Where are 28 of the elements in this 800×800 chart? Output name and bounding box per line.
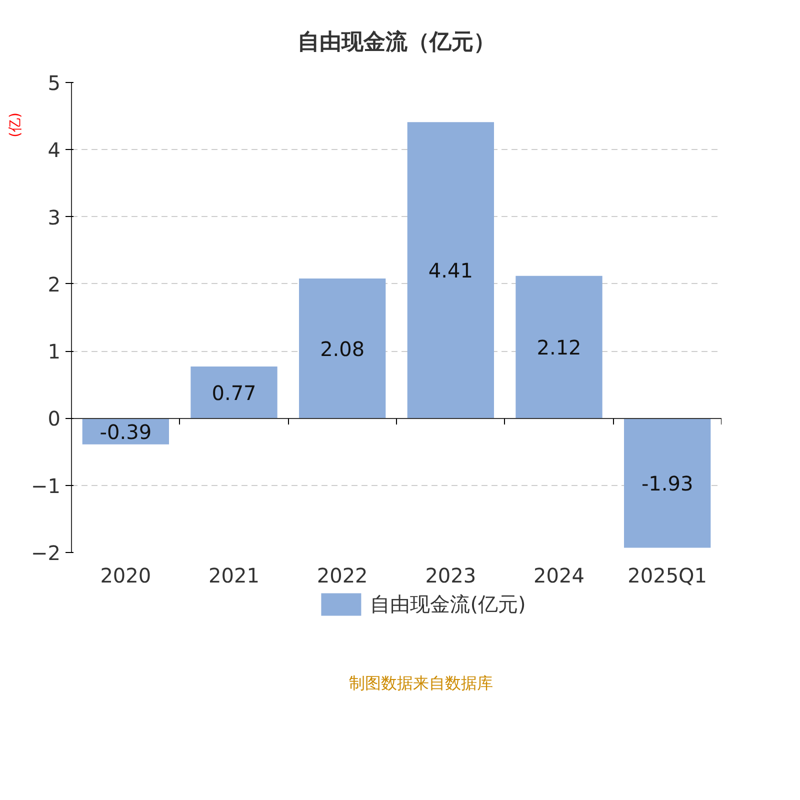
y-tick-label: 2 xyxy=(48,272,61,296)
text: 制图数据来自数据库 xyxy=(349,674,493,692)
x-tick-label: 2022 xyxy=(316,564,368,588)
x-tick-label: 2020 xyxy=(100,564,152,588)
x-tick-label: 2023 xyxy=(425,564,476,588)
x-tick-label: 2021 xyxy=(208,564,260,588)
x-tick-label: 2024 xyxy=(534,564,584,588)
chart-title: 自由现金流（亿元） xyxy=(298,29,496,55)
y-axis-title: (亿) xyxy=(8,112,24,138)
data-label: 2.12 xyxy=(536,336,582,360)
x-tick-label: 2025Q1 xyxy=(628,564,708,588)
bar xyxy=(407,122,494,418)
legend-label: 自由现金流(亿元) xyxy=(370,590,526,618)
y-tick-label: −1 xyxy=(31,474,60,498)
data-label: -0.39 xyxy=(100,420,152,444)
data-label: -1.93 xyxy=(641,472,694,496)
bar xyxy=(299,278,386,418)
bar xyxy=(624,418,711,548)
data-label: 4.41 xyxy=(428,258,473,283)
y-tick-label: 3 xyxy=(48,205,61,230)
y-tick-label: −2 xyxy=(31,541,60,565)
data-label: 2.08 xyxy=(320,336,365,361)
y-tick-label: 0 xyxy=(48,406,61,431)
y-tick-label: 1 xyxy=(48,340,61,364)
y-tick-label: 4 xyxy=(48,138,61,162)
data-label: 0.77 xyxy=(212,380,256,405)
bar xyxy=(516,276,602,418)
y-tick-label: 5 xyxy=(48,71,61,95)
